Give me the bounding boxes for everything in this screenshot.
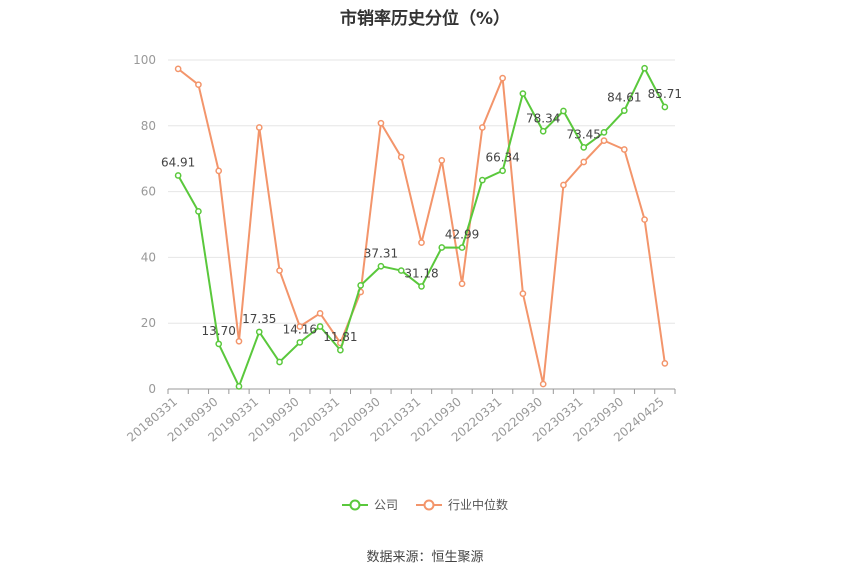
data-point	[377, 262, 385, 270]
data-point	[316, 323, 324, 330]
y-tick-label: 40	[141, 250, 156, 264]
data-point	[397, 153, 405, 161]
data-point	[560, 107, 567, 115]
data-point	[215, 340, 223, 348]
source-note: 数据来源：恒生聚源	[366, 550, 484, 565]
data-label: 11.81	[323, 330, 357, 344]
data-point	[174, 65, 182, 73]
data-point	[276, 267, 283, 274]
legend-label-company: 公司	[373, 498, 398, 512]
data-label: 17.35	[242, 312, 276, 326]
data-point	[641, 216, 648, 223]
data-label: 85.71	[648, 87, 682, 101]
data-point	[620, 107, 628, 114]
data-point	[255, 124, 263, 131]
data-point	[397, 267, 405, 274]
data-point	[478, 176, 486, 184]
data-point	[438, 156, 446, 164]
data-point	[357, 282, 365, 289]
legend-item-industry[interactable]: 行业中位数	[416, 496, 508, 513]
data-point	[661, 103, 669, 111]
data-point	[255, 328, 263, 336]
data-point	[499, 74, 506, 82]
data-label: 42.99	[445, 228, 479, 242]
data-point	[235, 383, 243, 390]
data-point	[195, 207, 202, 215]
y-tick-label: 0	[148, 382, 156, 396]
data-point	[215, 167, 223, 175]
legend-item-company[interactable]: 公司	[341, 496, 398, 513]
data-point	[296, 339, 304, 346]
data-point	[600, 129, 608, 136]
data-point	[296, 323, 304, 330]
legend-swatch-industry	[416, 499, 442, 510]
data-label: 73.45	[567, 127, 601, 141]
data-point	[560, 181, 567, 189]
data-label: 37.31	[364, 246, 398, 260]
data-point	[519, 90, 527, 97]
series-line-0	[177, 67, 666, 388]
data-point	[539, 127, 547, 135]
legend: 公司 行业中位数	[0, 496, 850, 513]
data-point	[478, 124, 486, 131]
data-label: 31.18	[404, 266, 438, 280]
data-point	[458, 280, 466, 288]
data-point	[337, 346, 344, 354]
data-point	[174, 172, 182, 179]
data-point	[580, 158, 588, 166]
data-point	[276, 358, 283, 366]
data-point	[620, 146, 628, 153]
data-point	[499, 167, 506, 175]
data-label: 13.70	[202, 324, 236, 338]
y-tick-label: 20	[141, 316, 156, 330]
data-point	[418, 239, 425, 246]
data-point	[661, 359, 669, 367]
data-point	[195, 81, 202, 89]
legend-label-industry: 行业中位数	[448, 498, 509, 512]
data-point	[539, 380, 547, 388]
data-point	[600, 137, 608, 144]
y-tick-label: 100	[133, 53, 156, 67]
data-point	[519, 290, 527, 297]
data-point	[418, 283, 425, 290]
data-point	[235, 337, 243, 345]
data-label: 64.91	[161, 155, 195, 169]
y-tick-label: 60	[141, 185, 156, 199]
series-line-1	[177, 68, 666, 386]
data-label: 78.34	[526, 111, 560, 125]
data-label: 84.61	[607, 91, 641, 105]
data-label: 66.34	[485, 151, 519, 165]
legend-swatch-company	[341, 499, 368, 510]
data-point	[458, 244, 466, 251]
data-point	[641, 64, 648, 72]
data-point	[580, 143, 588, 151]
chart-title: 市销率历史分位（%）	[339, 9, 511, 29]
data-point	[377, 119, 385, 127]
y-tick-label: 80	[141, 119, 156, 133]
data-label: 14.16	[283, 322, 317, 336]
data-point	[316, 309, 324, 317]
data-point	[438, 244, 446, 251]
